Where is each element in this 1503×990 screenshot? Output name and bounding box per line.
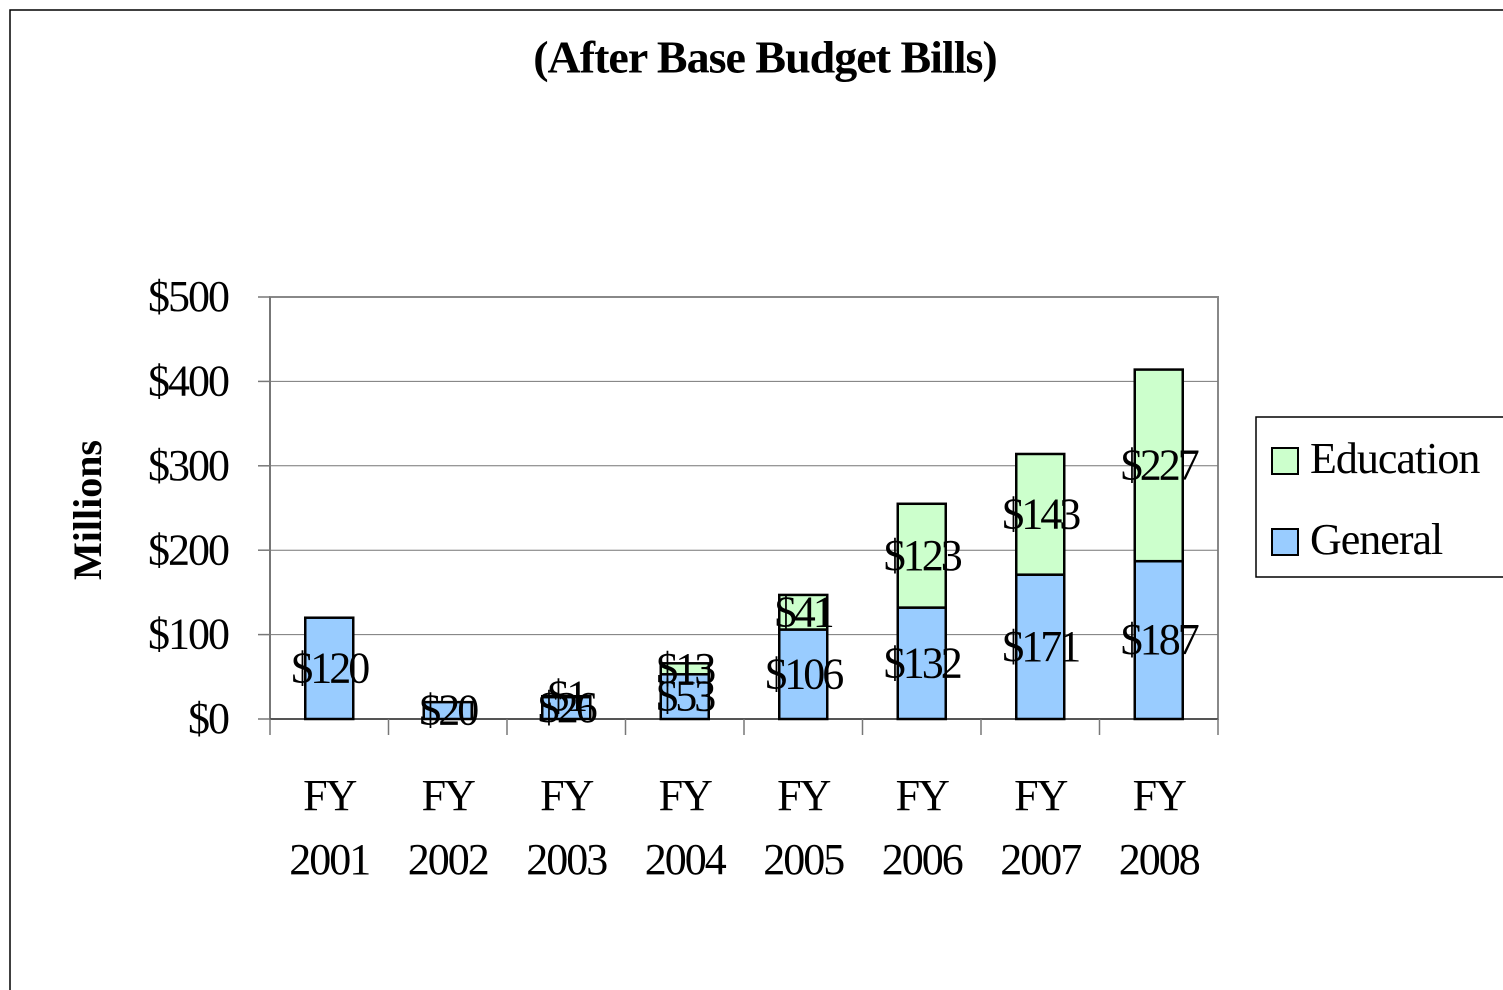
bar-segment — [1015, 573, 1066, 721]
chart-border — [9, 9, 1503, 990]
bar-segment — [659, 662, 710, 676]
legend-label: Education — [1310, 434, 1480, 483]
x-tick-label: FY 2008 — [1118, 771, 1201, 884]
legend-label: General — [1310, 515, 1443, 564]
data-label: $227 — [1121, 440, 1199, 489]
x-tick-label: FY 2006 — [881, 771, 964, 884]
y-axis-label: Millions — [65, 440, 110, 580]
x-tick-label: FY 2002 — [407, 771, 490, 884]
data-label: $26 — [538, 683, 597, 732]
bar-segment — [541, 694, 592, 699]
y-tick-label: $200 — [148, 525, 229, 574]
data-label: $1 — [547, 672, 586, 721]
bar-segment — [422, 700, 473, 721]
bar-segment — [778, 593, 829, 631]
data-label: $132 — [884, 638, 961, 687]
data-label: $123 — [884, 531, 962, 580]
x-tick-label: FY 2007 — [1000, 771, 1082, 884]
x-tick-label: FY 2001 — [289, 771, 371, 884]
data-label: $171 — [1002, 622, 1079, 671]
x-tick-label: FY 2005 — [763, 771, 845, 884]
data-label: $120 — [291, 643, 369, 692]
data-label: $106 — [765, 649, 843, 698]
legend-swatch — [1271, 528, 1299, 556]
bar-segment — [304, 616, 355, 721]
data-label: $53 — [656, 672, 715, 721]
y-tick-label: $100 — [148, 610, 229, 659]
x-tick-label: FY 2003 — [526, 771, 608, 884]
data-label: $20 — [419, 686, 478, 735]
bar-segment — [1133, 368, 1184, 563]
y-tick-label: $300 — [148, 441, 229, 490]
y-tick-label: $500 — [148, 272, 229, 321]
chart-title: (After Base Budget Bills) — [533, 32, 997, 83]
bar-segment — [1133, 559, 1184, 721]
data-label: $143 — [1002, 489, 1080, 538]
y-tick-label: $400 — [148, 356, 229, 405]
data-label: $13 — [656, 644, 715, 693]
data-label: $41 — [775, 587, 833, 636]
bar-segment — [1015, 452, 1066, 576]
legend-swatch — [1271, 447, 1299, 475]
x-tick-label: FY 2004 — [644, 771, 727, 884]
y-tick-label: $0 — [188, 694, 229, 743]
bar-segment — [896, 502, 947, 609]
data-label: $187 — [1121, 615, 1199, 664]
